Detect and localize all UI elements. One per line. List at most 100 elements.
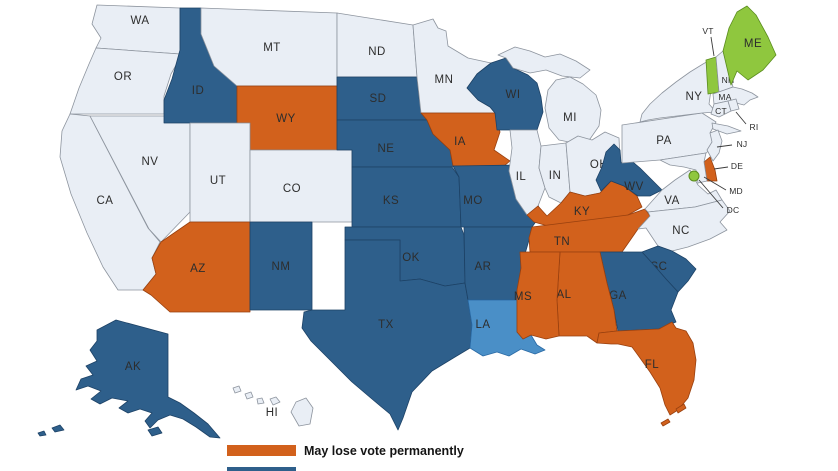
leader-line-ri <box>735 111 747 125</box>
state-ct-label: CT <box>715 106 727 116</box>
state-ct: CT <box>710 100 732 118</box>
state-nd: ND <box>336 12 418 78</box>
state-hi-shape-2 <box>244 391 254 400</box>
state-ms: MS <box>514 251 561 340</box>
state-az-label: AZ <box>190 263 206 275</box>
state-mn-label: MN <box>435 74 454 86</box>
state-ma-label: MA <box>718 92 731 102</box>
state-ut-shape <box>189 122 251 223</box>
state-sd-label: SD <box>370 93 387 105</box>
state-nc: NC <box>637 199 731 252</box>
state-dc-label: DC <box>727 205 740 215</box>
leader-line-vt <box>710 36 715 57</box>
state-md-label: MD <box>729 186 743 196</box>
state-va: VA <box>644 169 723 213</box>
state-nm-label: NM <box>272 261 291 273</box>
leader-line-de <box>713 166 729 170</box>
state-vt-label: VT <box>702 26 713 36</box>
legend-swatch-blue <box>227 467 296 471</box>
state-tn-label: TN <box>554 236 570 248</box>
state-nd-shape <box>336 12 418 78</box>
state-mi-shape-1 <box>497 46 591 79</box>
state-de-label: DE <box>731 161 743 171</box>
state-wa-label: WA <box>130 15 149 27</box>
state-nm: NM <box>249 221 313 311</box>
state-dc: DC <box>688 170 740 215</box>
state-co: CO <box>249 149 353 223</box>
state-ar-label: AR <box>475 261 492 273</box>
state-ne: NE <box>336 119 458 168</box>
state-pa-label: PA <box>656 135 672 147</box>
state-mi-shape <box>544 76 602 144</box>
state-in-label: IN <box>549 170 562 182</box>
state-ks-label: KS <box>383 195 399 207</box>
state-md: MD <box>659 152 743 196</box>
state-va-label: VA <box>664 195 680 207</box>
state-nc-shape <box>637 199 731 252</box>
state-me: ME <box>722 5 777 86</box>
state-ri-shape <box>727 98 740 112</box>
state-tx-shape <box>301 239 473 431</box>
state-ny-shape <box>639 59 717 123</box>
state-ny-shape-1 <box>711 122 742 135</box>
state-wv-label: WV <box>624 181 644 193</box>
legend-swatch-orange <box>227 445 296 456</box>
state-wi-label: WI <box>505 89 520 101</box>
leader-line-dc <box>698 179 724 209</box>
state-ri: RI <box>727 98 758 132</box>
state-wy-label: WY <box>276 113 296 125</box>
state-md-shape <box>659 152 708 184</box>
state-wv: WV <box>595 143 663 197</box>
state-wa: WA <box>91 4 181 55</box>
state-hi-shape-1 <box>232 385 242 394</box>
state-nj: NJ <box>706 129 748 162</box>
state-ct-shape <box>710 100 732 118</box>
state-ms-shape <box>516 251 561 340</box>
state-hi-shape <box>290 397 314 427</box>
leader-line-md <box>703 176 727 191</box>
state-hi-shape-3 <box>256 397 265 405</box>
state-in: IN <box>538 142 571 204</box>
state-de: DE <box>703 156 743 182</box>
state-or: OR <box>69 47 181 115</box>
state-hi: HI <box>232 385 314 427</box>
state-ak: AK <box>37 319 221 439</box>
leader-line-nj <box>716 144 733 148</box>
state-or-label: OR <box>114 71 132 83</box>
state-fl-shape <box>596 321 697 416</box>
state-nj-label: NJ <box>737 139 748 149</box>
state-ks: KS <box>351 166 462 228</box>
state-hi-shape-4 <box>269 396 281 406</box>
state-wi: WI <box>466 57 544 131</box>
state-id-label: ID <box>192 85 205 97</box>
state-wy: WY <box>236 85 338 151</box>
state-ne-label: NE <box>378 143 395 155</box>
state-al-label: AL <box>556 289 571 301</box>
state-fl-shape-2 <box>660 418 671 427</box>
legend-label-may-lose-permanently: May lose vote permanently <box>304 443 464 458</box>
state-mo-label: MO <box>463 195 483 207</box>
state-ny-label: NY <box>686 91 703 103</box>
state-tx-label: TX <box>378 319 394 331</box>
legend-item-may-lose-permanently: May lose vote permanently <box>227 443 464 458</box>
state-co-label: CO <box>283 183 301 195</box>
state-dc-shape <box>688 170 700 182</box>
state-ut: UT <box>189 122 251 223</box>
state-wv-shape <box>595 143 663 197</box>
state-me-shape <box>722 5 777 86</box>
state-tx: TX <box>301 239 473 431</box>
state-ak-label: AK <box>125 361 141 373</box>
state-nj-shape <box>706 129 723 162</box>
state-ak-shape-3 <box>147 426 163 437</box>
state-hi-label: HI <box>266 407 279 419</box>
state-ut-label: UT <box>210 175 226 187</box>
state-ky-label: KY <box>574 206 590 218</box>
state-nd-label: ND <box>368 46 386 58</box>
state-ks-shape <box>351 166 462 228</box>
state-vt: VT <box>702 26 720 95</box>
state-fl: FL <box>596 321 697 427</box>
state-nc-label: NC <box>672 225 690 237</box>
state-la: LA <box>467 299 546 357</box>
